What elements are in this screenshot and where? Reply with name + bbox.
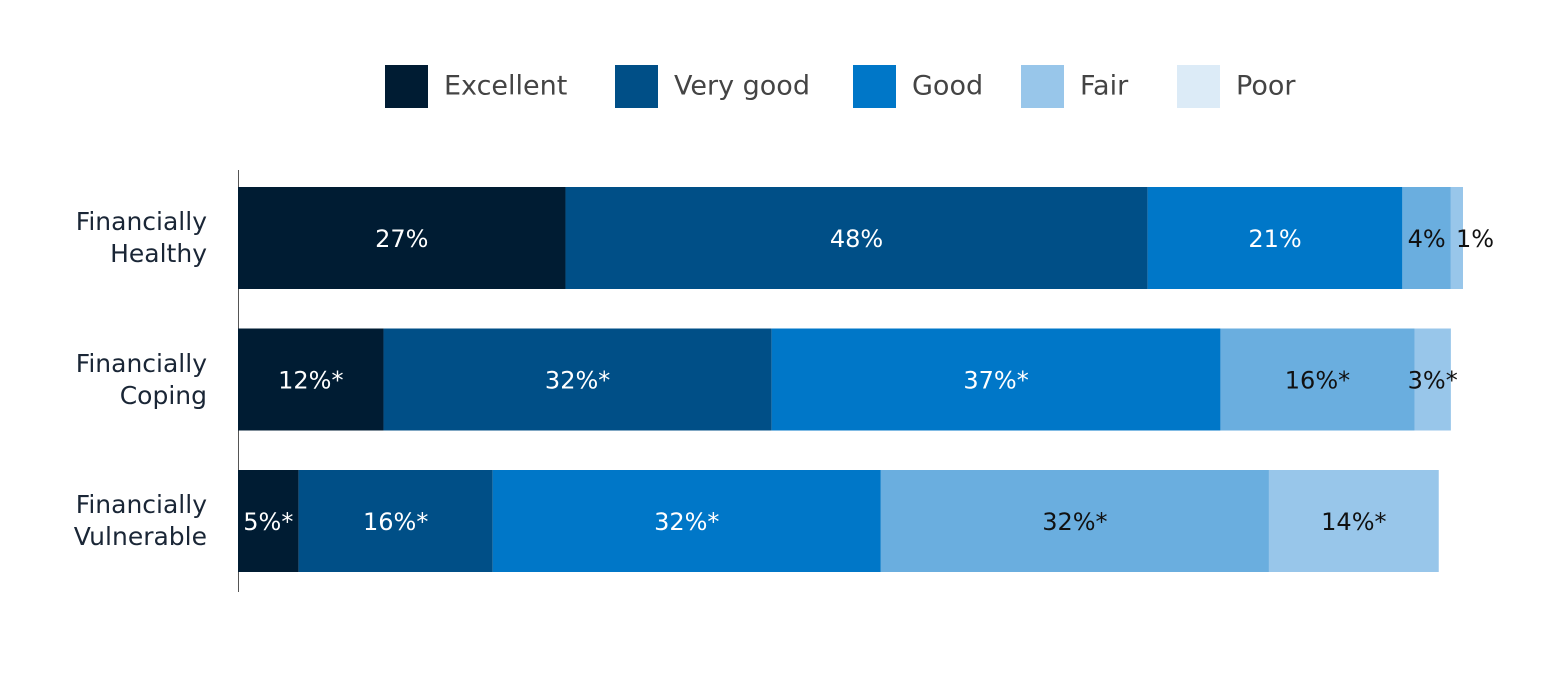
bar-segment xyxy=(238,470,299,572)
data-label: 32%* xyxy=(545,367,610,395)
bar-segment xyxy=(565,187,1148,289)
bar-segment xyxy=(1220,328,1415,431)
legend-swatch xyxy=(615,65,658,108)
data-label: 21% xyxy=(1248,225,1301,253)
category-label: Financially Healthy xyxy=(75,207,207,268)
data-label: 14%* xyxy=(1321,508,1386,536)
legend-label: Good xyxy=(912,71,983,102)
data-label: 16%* xyxy=(1285,367,1350,395)
legend-swatch xyxy=(385,65,428,108)
legend-label: Fair xyxy=(1080,71,1129,102)
data-label: 1% xyxy=(1456,225,1494,253)
data-label: 48% xyxy=(830,225,883,253)
bar-segment xyxy=(238,187,566,289)
data-label: 32%* xyxy=(1042,508,1107,536)
bar-segment xyxy=(238,328,384,431)
data-label: 5%* xyxy=(243,508,293,536)
data-label: 3%* xyxy=(1408,367,1458,395)
category-label: Financially Coping xyxy=(75,348,207,410)
bar-segment xyxy=(771,328,1221,431)
bar-segment xyxy=(1402,187,1451,289)
bar-segment xyxy=(1414,328,1451,431)
data-label: 12%* xyxy=(278,367,343,395)
legend-label: Poor xyxy=(1236,71,1296,102)
bar-segment xyxy=(1268,470,1439,572)
bar-segment xyxy=(298,470,493,572)
bar-segment xyxy=(492,470,881,572)
bar-segment xyxy=(1450,187,1463,289)
data-label: 37%* xyxy=(963,367,1028,395)
legend-swatch xyxy=(1177,65,1220,108)
category-label: Financially Vulnerable xyxy=(73,490,207,551)
bar-segment xyxy=(1147,187,1403,289)
data-label: 16%* xyxy=(363,508,428,536)
legend-swatch xyxy=(853,65,896,108)
bar-segment xyxy=(880,470,1269,572)
legend-label: Excellent xyxy=(444,71,567,102)
legend-label: Very good xyxy=(674,71,810,102)
data-label: 4% xyxy=(1408,225,1446,253)
bar-segment xyxy=(383,328,772,431)
data-label: 32%* xyxy=(654,508,719,536)
legend-swatch xyxy=(1021,65,1064,108)
data-label: 27% xyxy=(375,225,428,253)
